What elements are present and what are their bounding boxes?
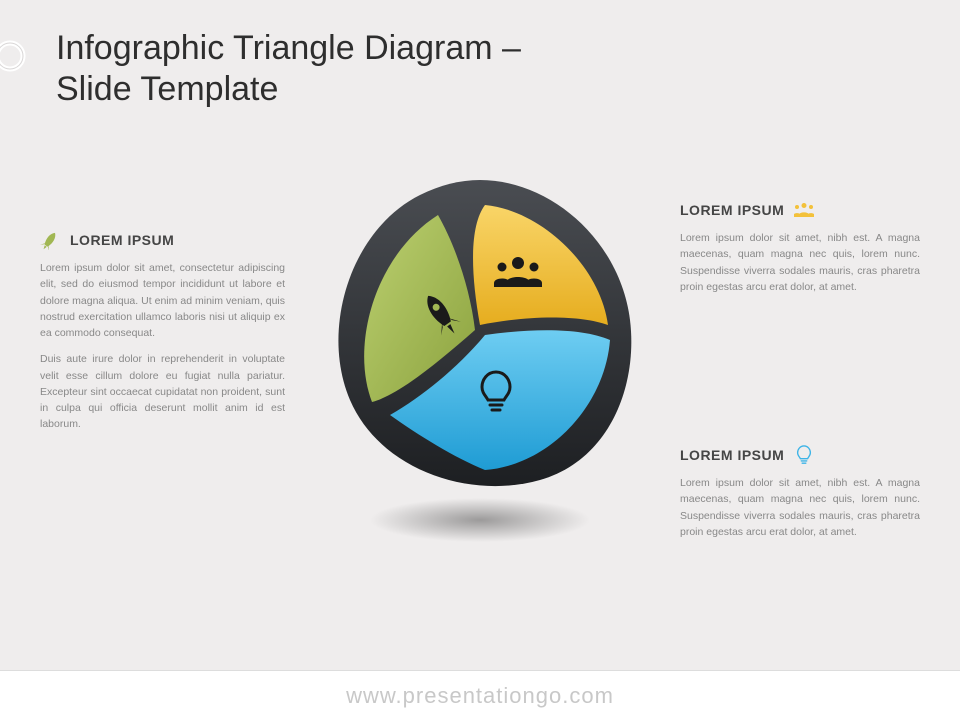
heading-left: LOREM IPSUM bbox=[40, 230, 285, 250]
text-block-left: LOREM IPSUM Lorem ipsum dolor sit amet, … bbox=[40, 230, 285, 443]
title-line-1: Infographic Triangle Diagram – bbox=[56, 29, 521, 67]
footer-mid: presentationgo bbox=[403, 683, 563, 709]
footer-pre: www. bbox=[346, 683, 403, 709]
body-right-bottom: Lorem ipsum dolor sit amet, nibh est. A … bbox=[680, 475, 920, 540]
heading-left-text: LOREM IPSUM bbox=[70, 232, 174, 248]
body-left: Lorem ipsum dolor sit amet, consectetur … bbox=[40, 260, 285, 433]
title-line-2: Slide Template bbox=[56, 70, 278, 108]
footer: www.presentationgo.com bbox=[0, 670, 960, 720]
body-left-p1: Lorem ipsum dolor sit amet, consectetur … bbox=[40, 260, 285, 341]
footer-post: .com bbox=[562, 683, 614, 709]
heading-right-bottom-text: LOREM IPSUM bbox=[680, 447, 784, 463]
heading-right-top: LOREM IPSUM bbox=[680, 200, 920, 220]
triangle-diagram bbox=[320, 170, 640, 550]
rocket-icon bbox=[40, 230, 60, 250]
page-title: Infographic Triangle Diagram – Slide Tem… bbox=[56, 28, 521, 110]
heading-right-bottom: LOREM IPSUM bbox=[680, 445, 920, 465]
header-ring-icon bbox=[0, 36, 30, 76]
bulb-icon bbox=[794, 445, 814, 465]
people-icon bbox=[794, 200, 814, 220]
heading-right-top-text: LOREM IPSUM bbox=[680, 202, 784, 218]
text-block-right-top: LOREM IPSUM Lorem ipsum dolor sit amet, … bbox=[680, 200, 920, 305]
text-block-right-bottom: LOREM IPSUM Lorem ipsum dolor sit amet, … bbox=[680, 445, 920, 550]
body-right-top: Lorem ipsum dolor sit amet, nibh est. A … bbox=[680, 230, 920, 295]
body-right-top-p1: Lorem ipsum dolor sit amet, nibh est. A … bbox=[680, 230, 920, 295]
body-left-p2: Duis aute irure dolor in reprehenderit i… bbox=[40, 351, 285, 432]
body-right-bottom-p1: Lorem ipsum dolor sit amet, nibh est. A … bbox=[680, 475, 920, 540]
